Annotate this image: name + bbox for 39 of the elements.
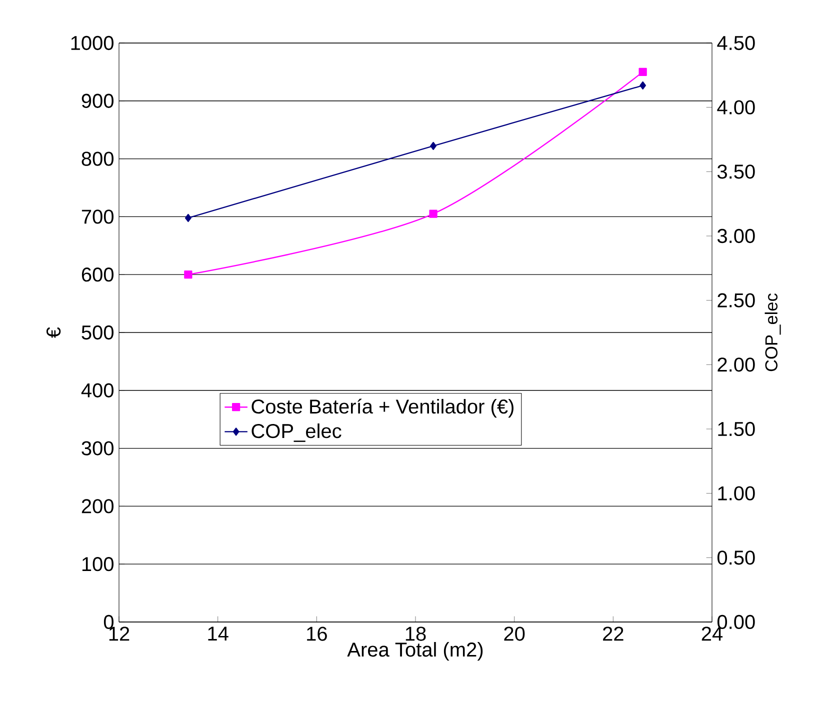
- point: [430, 142, 436, 150]
- y2-tick-label: 3.50: [717, 164, 755, 179]
- point: [184, 214, 192, 222]
- y2-tick-label: 0.50: [717, 550, 755, 565]
- x-axis-title: Area Total (m2): [347, 642, 483, 661]
- legend-label: COP_elec: [252, 423, 342, 442]
- x-tick-label: 24: [702, 626, 723, 641]
- y-tick-label: 500: [82, 325, 114, 340]
- y2-axis-title: COP_elec: [764, 293, 781, 372]
- y2-tick-label: 0.00: [717, 614, 755, 630]
- y-tick-label: 0: [104, 614, 114, 630]
- x-tick-label: 14: [208, 626, 228, 640]
- y-tick-label: 900: [82, 94, 114, 108]
- point: [184, 270, 192, 279]
- y-tick-label: 100: [82, 557, 114, 572]
- y-tick-label: 400: [81, 383, 114, 398]
- y-tick-label: 700: [82, 210, 114, 224]
- point: [429, 210, 438, 218]
- point: [640, 81, 646, 90]
- y-tick-label: 200: [82, 499, 114, 514]
- y-tick-label: 300: [82, 441, 114, 456]
- y-axis-title: €: [46, 327, 61, 338]
- x-tick-label: 12: [109, 626, 130, 641]
- x-tick-label: 20: [504, 626, 525, 641]
- y-tick-label: 1000: [71, 36, 114, 50]
- y-tick-label: 800: [82, 152, 114, 166]
- x-tick-label: 16: [307, 626, 327, 641]
- y2-tick-label: 2.00: [718, 358, 755, 372]
- y2-tick-label: 4.00: [717, 100, 755, 114]
- point: [638, 68, 647, 76]
- y2-tick-label: 2.50: [718, 293, 755, 308]
- x-tick-label: 22: [603, 626, 624, 641]
- x-tick-label: 18: [406, 626, 426, 641]
- y2-tick-label: 3.00: [717, 228, 755, 244]
- y2-tick-label: 1.50: [718, 422, 755, 436]
- y2-tick-label: 4.50: [717, 36, 755, 50]
- y2-tick-label: 1.00: [718, 486, 755, 500]
- y-tick-label: 600: [82, 268, 114, 282]
- legend-label: Coste Batería + Ventilador (€): [252, 398, 514, 418]
